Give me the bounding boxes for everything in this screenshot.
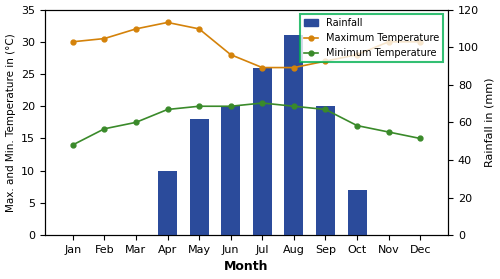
Bar <box>221 106 240 235</box>
Maximum Temperature <box>260 66 266 69</box>
Maximum Temperature <box>386 40 392 44</box>
Minimum Temperature <box>228 105 234 108</box>
Bar <box>190 119 208 235</box>
Y-axis label: Rainfall in (mm): Rainfall in (mm) <box>484 78 494 167</box>
X-axis label: Month: Month <box>224 260 269 273</box>
Maximum Temperature <box>228 53 234 56</box>
Maximum Temperature <box>164 21 170 24</box>
Maximum Temperature <box>354 53 360 56</box>
Y-axis label: Max. and Min. Temperature in (°C): Max. and Min. Temperature in (°C) <box>6 33 16 212</box>
Maximum Temperature <box>417 40 423 44</box>
Minimum Temperature <box>291 105 297 108</box>
Maximum Temperature <box>133 27 139 31</box>
Minimum Temperature <box>322 108 328 111</box>
Maximum Temperature <box>196 27 202 31</box>
Bar <box>284 35 304 235</box>
Maximum Temperature <box>291 66 297 69</box>
Maximum Temperature <box>322 59 328 63</box>
Minimum Temperature <box>417 137 423 140</box>
Minimum Temperature <box>260 101 266 105</box>
Minimum Temperature <box>354 124 360 127</box>
Line: Maximum Temperature: Maximum Temperature <box>70 20 422 70</box>
Bar <box>253 68 272 235</box>
Maximum Temperature <box>70 40 76 44</box>
Maximum Temperature <box>102 37 107 40</box>
Minimum Temperature <box>70 143 76 146</box>
Minimum Temperature <box>196 105 202 108</box>
Bar <box>348 190 366 235</box>
Bar <box>316 106 335 235</box>
Minimum Temperature <box>133 121 139 124</box>
Minimum Temperature <box>102 127 107 131</box>
Minimum Temperature <box>386 130 392 134</box>
Legend: Rainfall, Maximum Temperature, Minimum Temperature: Rainfall, Maximum Temperature, Minimum T… <box>300 15 443 62</box>
Minimum Temperature <box>164 108 170 111</box>
Line: Minimum Temperature: Minimum Temperature <box>70 101 422 147</box>
Bar <box>158 171 177 235</box>
